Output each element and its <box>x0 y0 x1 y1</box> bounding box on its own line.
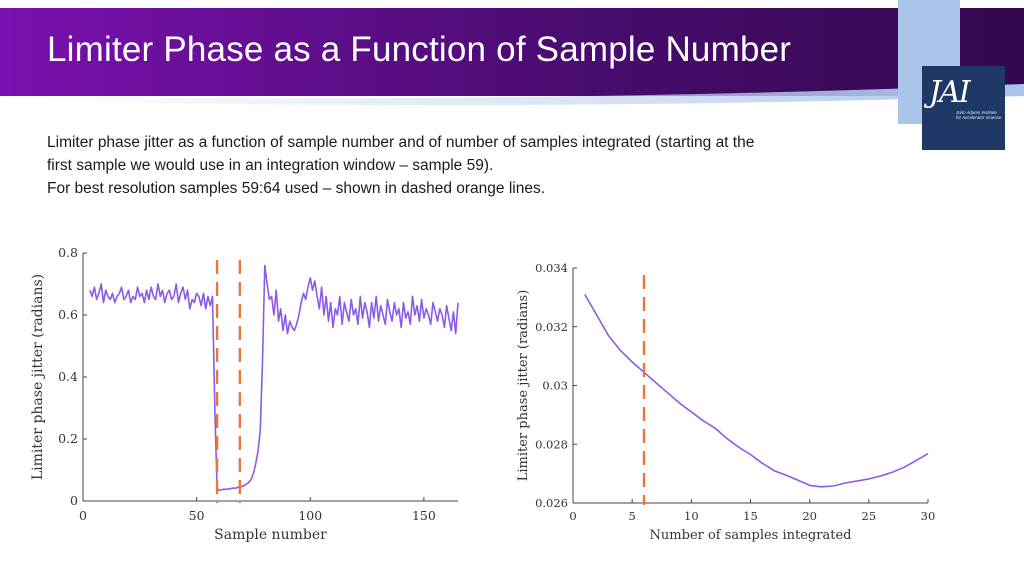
y-axis-label: Limiter phase jitter (radians) <box>30 274 46 480</box>
y-tick-label: 0.026 <box>535 496 568 510</box>
slide-title: Limiter Phase as a Function of Sample Nu… <box>47 30 792 69</box>
logo-text: John Adams Institute for Accelerator Sci… <box>956 110 1002 120</box>
y-tick-label: 0.032 <box>535 320 568 334</box>
x-tick-label: 10 <box>684 509 699 523</box>
y-tick-label: 0.4 <box>58 369 78 384</box>
y-tick-label: 0.028 <box>535 437 568 451</box>
x-tick-label: 0 <box>569 509 576 523</box>
jitter-series-line <box>89 264 459 491</box>
x-tick-label: 0 <box>79 508 87 523</box>
y-tick-label: 0.03 <box>542 379 568 393</box>
y-tick-label: 0.2 <box>58 431 78 446</box>
description-line: For best resolution samples 59:64 used –… <box>47 180 546 197</box>
description-line: first sample we would use in an integrat… <box>47 157 494 174</box>
y-axis-label: Limiter phase jitter (radians) <box>516 290 531 482</box>
logo-mark: JAI <box>929 75 971 110</box>
x-tick-label: 20 <box>802 509 817 523</box>
title-banner <box>0 8 1024 106</box>
x-tick-label: 25 <box>862 509 877 523</box>
x-tick-label: 5 <box>629 509 636 523</box>
x-axis-label: Sample number <box>214 527 327 543</box>
y-tick-label: 0.6 <box>58 307 78 322</box>
y-tick-label: 0 <box>70 493 78 508</box>
slide-description: Limiter phase jitter as a function of sa… <box>47 131 877 200</box>
jitter-vs-samples-integrated-chart: 0 5 10 15 20 25 30 0.026 0.028 0.03 0.032 0.034 Numb… <box>516 261 936 543</box>
x-tick-label: 30 <box>921 509 936 523</box>
y-tick-label: 0.8 <box>58 245 78 260</box>
description-line: Limiter phase jitter as a function of sa… <box>47 134 755 151</box>
jai-logo: JAI John Adams Institute for Accelerator… <box>922 66 1005 150</box>
jitter-vs-sample-chart: 0 50 100 150 0 0.2 0.4 0.6 0.8 Sample number Limit… <box>30 245 459 543</box>
x-tick-label: 150 <box>412 508 436 523</box>
x-axis-label: Number of samples integrated <box>650 528 852 543</box>
x-tick-label: 15 <box>743 509 758 523</box>
x-tick-label: 100 <box>298 508 322 523</box>
y-tick-label: 0.034 <box>535 261 568 275</box>
jitter-series-line <box>584 293 929 488</box>
x-tick-label: 50 <box>189 508 205 523</box>
